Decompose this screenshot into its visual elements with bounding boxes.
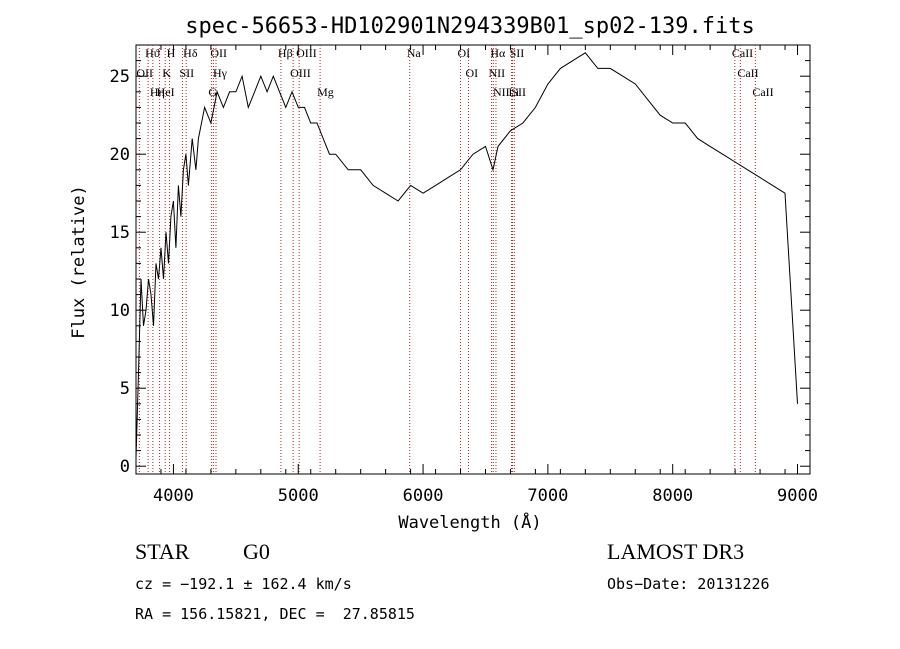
survey-name: LAMOST DR3 <box>607 539 745 564</box>
line-label: Hβ <box>278 46 293 60</box>
line-label: SII <box>179 66 194 80</box>
ra-dec-coordinates: RA = 156.15821, DEC = 27.85815 <box>135 605 415 623</box>
object-subclass: G0 <box>243 539 270 564</box>
line-label: OII <box>136 66 153 80</box>
y-tick-label: 0 <box>120 457 130 477</box>
x-tick-label: 6000 <box>403 486 444 506</box>
spectrum-line <box>135 52 798 459</box>
line-label: CaII <box>737 66 758 80</box>
y-tick-label: 25 <box>110 67 130 87</box>
line-label: Hα <box>490 46 506 60</box>
plot-frame <box>135 44 811 475</box>
line-label: OI <box>458 46 471 60</box>
line-label: HeI <box>157 85 175 99</box>
line-label: OI <box>466 66 479 80</box>
x-tick-label: 5000 <box>278 486 319 506</box>
line-label: Na <box>407 46 422 60</box>
y-tick-label: 10 <box>110 301 130 321</box>
x-tick-label: 9000 <box>777 486 818 506</box>
line-label: G <box>208 85 217 99</box>
y-tick-label: 15 <box>110 223 130 243</box>
line-label: Li <box>508 85 519 99</box>
redshift-cz: cz = −192.1 ± 162.4 km/s <box>135 575 352 593</box>
y-tick-label: 5 <box>120 379 130 399</box>
line-label: SII <box>511 85 526 99</box>
line-label: NII <box>488 66 505 80</box>
x-axis-label: Wavelength (Å) <box>398 511 541 533</box>
y-axis-label: Flux (relative) <box>69 185 89 339</box>
line-label: Hδ <box>183 46 198 60</box>
line-label: Hϑ <box>145 46 160 60</box>
x-tick-label: 4000 <box>153 486 194 506</box>
line-label: CaII <box>752 85 773 99</box>
obs-date: Obs−Date: 20131226 <box>607 575 770 593</box>
line-label: OIII <box>296 46 317 60</box>
line-label: H <box>167 46 176 60</box>
line-label: SII <box>510 46 525 60</box>
line-label: NII <box>493 85 510 99</box>
x-tick-label: 8000 <box>652 486 693 506</box>
y-tick-label: 20 <box>110 145 130 165</box>
chart-title: spec-56653-HD102901N294339B01_sp02-139.f… <box>185 14 755 39</box>
line-label: CaII <box>732 46 753 60</box>
line-label: OII <box>210 46 227 60</box>
line-label: Hγ <box>213 66 228 80</box>
line-label: Mg <box>317 85 334 99</box>
line-label: OIII <box>290 66 311 80</box>
line-label: K <box>162 66 171 80</box>
object-class: STAR <box>135 539 190 564</box>
line-label: Hη <box>150 85 165 99</box>
x-tick-label: 7000 <box>527 486 568 506</box>
